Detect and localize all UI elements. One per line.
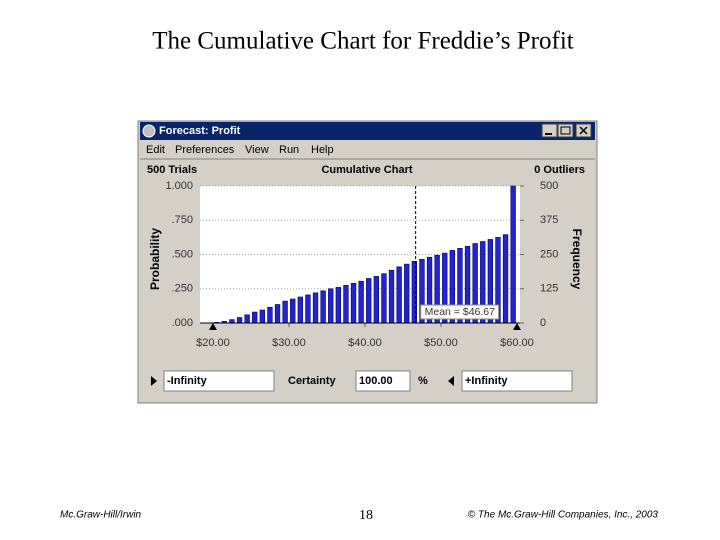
bar <box>297 296 303 324</box>
bar <box>229 319 235 324</box>
y-tick-label: .500 <box>172 248 193 260</box>
trials: 500 Trials <box>147 164 197 176</box>
outliers: 0 Outliers <box>534 164 585 176</box>
window-icon <box>142 124 156 138</box>
left-field[interactable] <box>163 370 275 392</box>
bar <box>381 273 387 324</box>
window-buttons <box>541 123 592 138</box>
chart-title: Cumulative Chart <box>321 164 412 176</box>
certainty-label: Certainty <box>288 375 337 387</box>
right-field[interactable] <box>461 370 573 392</box>
maximize-button[interactable] <box>557 123 574 138</box>
mean-label: Mean = $46.67 <box>425 306 496 318</box>
page-number: 18 <box>359 508 373 523</box>
title-bar <box>140 122 595 140</box>
slide-title: The Cumulative Chart for Freddie’s Profi… <box>152 28 574 55</box>
minimize-button[interactable] <box>541 123 558 138</box>
y2-tick-label: 125 <box>540 283 558 295</box>
x-tick-label: $40.00 <box>348 337 382 349</box>
arrow <box>448 376 454 386</box>
y-axis-label: Probability <box>148 228 162 290</box>
bar <box>290 298 296 324</box>
range-marker <box>208 323 217 330</box>
bar <box>312 292 319 324</box>
bar <box>366 278 372 324</box>
bar <box>267 306 273 324</box>
menu-item[interactable]: View <box>245 144 269 156</box>
menu-item[interactable]: Edit <box>146 144 165 156</box>
certainty-field[interactable] <box>355 370 411 392</box>
window-title: Forecast: Profit <box>159 125 241 137</box>
mean-box <box>420 304 500 320</box>
x-tick-label: $30.00 <box>272 337 306 349</box>
certainty-row: -Infinity Certainty 100.00 % +Infinity <box>151 370 573 392</box>
y2-axis-label: Frequency <box>570 229 584 290</box>
bar <box>252 311 258 324</box>
y-tick-label: 1.000 <box>165 180 193 192</box>
x-tick-label: $20.00 <box>196 337 230 349</box>
bar <box>404 263 410 324</box>
bar <box>305 294 311 324</box>
y2-tick-label: 375 <box>540 214 558 226</box>
bar <box>373 276 379 324</box>
menu-item[interactable]: Help <box>311 144 334 156</box>
bar <box>328 288 334 324</box>
bar <box>502 234 509 324</box>
arrow <box>151 376 157 386</box>
right-value: +Infinity <box>465 375 508 387</box>
plot: 1.000 .750 .500 .250 .000 500 375 250 125 0 $20.00… <box>165 180 558 349</box>
left-value: -Infinity <box>167 375 208 387</box>
bar <box>510 185 516 324</box>
y-tick-label: .000 <box>172 317 193 329</box>
menu-item[interactable]: Run <box>279 144 299 156</box>
bar <box>396 266 402 324</box>
bar <box>282 300 288 324</box>
footer-left: Mc.Graw-Hill/Irwin <box>60 510 142 521</box>
bar <box>335 287 341 324</box>
bar <box>259 309 265 324</box>
bar <box>244 314 250 324</box>
range-marker <box>512 323 521 330</box>
y-tick-label: .750 <box>172 214 193 226</box>
footer-right: © The Mc.Graw-Hill Companies, Inc., 2003 <box>468 510 659 521</box>
x-tick-label: $50.00 <box>424 337 458 349</box>
bar <box>388 269 395 324</box>
bar <box>320 290 326 324</box>
y2-tick-label: 250 <box>540 248 558 260</box>
certainty-value: 100.00 <box>359 375 393 387</box>
bar <box>236 317 243 324</box>
y2-tick-label: 500 <box>540 180 558 192</box>
bar <box>274 304 281 324</box>
bar <box>358 280 364 324</box>
y2-tick-label: 0 <box>540 317 546 329</box>
x-tick-label: $60.00 <box>500 337 534 349</box>
menu-item[interactable]: Preferences <box>175 144 235 156</box>
icon <box>579 126 588 135</box>
bar <box>350 282 357 324</box>
icon <box>560 126 571 135</box>
bar <box>343 285 349 324</box>
y-tick-label: .250 <box>172 283 193 295</box>
menu-bar: Edit Preferences View Run Help <box>146 144 334 156</box>
certainty-unit: % <box>418 375 428 387</box>
